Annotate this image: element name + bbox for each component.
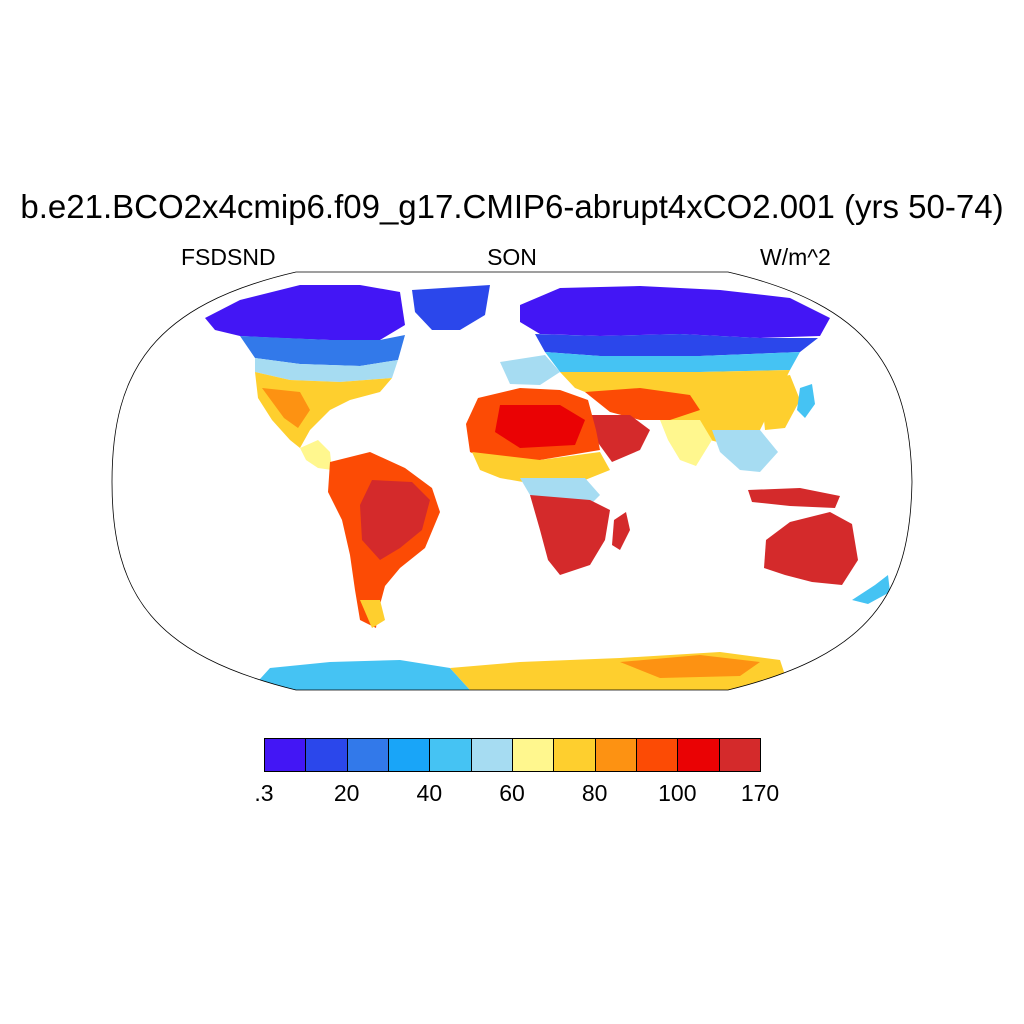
amazon-core — [360, 480, 430, 560]
east-asia-coast — [760, 375, 800, 430]
antarctica-west — [250, 660, 470, 690]
colorbar-label: 20 — [333, 780, 360, 806]
north-america-arctic — [205, 285, 405, 340]
units-label: W/m^2 — [760, 244, 831, 270]
eurasia-arctic — [520, 286, 830, 338]
map-border — [111, 271, 913, 691]
colorbar-box — [346, 738, 389, 772]
central-america — [300, 440, 332, 470]
antarctica-plateau — [620, 655, 760, 678]
colorbar-box — [512, 738, 555, 772]
southeast-asia — [712, 430, 778, 472]
colorbar-box — [718, 738, 761, 772]
colorbar-label: 40 — [416, 780, 443, 806]
variable-label: FSDSND — [181, 244, 276, 270]
colorbar-box — [636, 738, 679, 772]
colorbar-box — [677, 738, 720, 772]
colorbar-box — [470, 738, 513, 772]
madagascar — [612, 512, 630, 550]
india — [660, 420, 712, 466]
australia — [764, 512, 858, 585]
new-zealand — [852, 575, 890, 604]
sahara-core — [495, 405, 585, 448]
europe-south — [500, 355, 560, 385]
middle-east — [585, 388, 700, 420]
colorbar-box — [388, 738, 431, 772]
mexico-southwest — [262, 388, 310, 428]
colorbar-label: 60 — [499, 780, 525, 806]
colorbar-label: 80 — [581, 780, 608, 806]
japan — [797, 384, 815, 418]
figure-title: b.e21.BCO2x4cmip6.f09_g17.CMIP6-abrupt4x… — [20, 188, 1004, 225]
colorbar-box — [264, 738, 307, 772]
greenland — [412, 285, 490, 330]
sahel — [472, 452, 610, 485]
colorbar-box — [553, 738, 596, 772]
indonesia — [748, 488, 840, 508]
colorbar-box — [429, 738, 472, 772]
eurasia-subarctic — [535, 334, 818, 356]
south-america-tip — [360, 600, 385, 628]
north-america-south — [255, 372, 392, 448]
colorbar-label: .3 — [254, 780, 274, 806]
arabia — [590, 415, 650, 462]
eurasia-mid — [545, 352, 800, 372]
colorbar-label: 170 — [740, 780, 780, 806]
colorbar-box — [594, 738, 637, 772]
colorbar — [264, 738, 761, 772]
colorbar-box — [305, 738, 348, 772]
southern-africa — [530, 495, 610, 575]
colorbar-label: 100 — [658, 780, 697, 806]
season-label: SON — [487, 244, 537, 270]
north-america-subarctic — [240, 335, 405, 366]
north-america-mid — [255, 358, 398, 382]
